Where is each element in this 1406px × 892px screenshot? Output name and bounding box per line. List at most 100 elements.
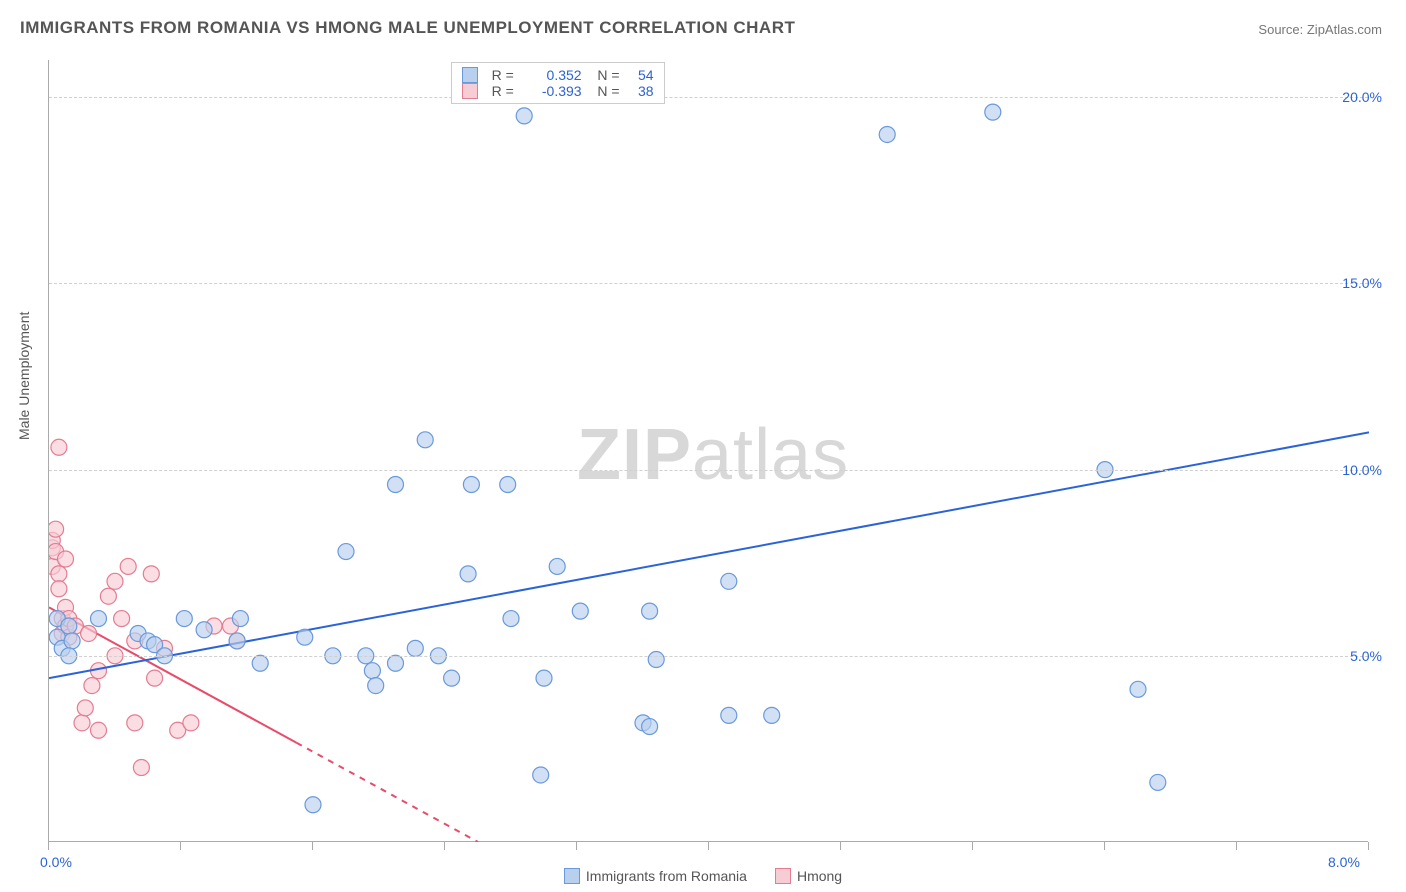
n-label: N = [590,83,620,99]
data-point[interactable] [100,588,116,604]
data-point[interactable] [721,707,737,723]
data-point[interactable] [114,611,130,627]
data-point[interactable] [49,629,65,645]
data-point[interactable] [64,633,80,649]
data-point[interactable] [74,715,90,731]
data-point[interactable] [127,715,143,731]
data-point[interactable] [463,477,479,493]
data-point[interactable] [252,655,268,671]
data-point[interactable] [176,611,192,627]
data-point[interactable] [305,797,321,813]
data-point[interactable] [133,760,149,776]
legend-swatch [462,83,478,99]
data-point[interactable] [157,640,173,656]
data-point[interactable] [61,618,77,634]
data-point[interactable] [229,633,245,649]
data-point[interactable] [572,603,588,619]
data-point[interactable] [49,540,60,556]
x-tick [444,842,445,850]
legend-label: Hmong [797,868,842,884]
data-point[interactable] [51,581,67,597]
data-point[interactable] [549,558,565,574]
data-point[interactable] [721,573,737,589]
data-point[interactable] [130,625,146,641]
legend-label: Immigrants from Romania [586,868,747,884]
data-point[interactable] [503,611,519,627]
data-point[interactable] [417,432,433,448]
data-point[interactable] [444,670,460,686]
data-point[interactable] [229,633,245,649]
data-point[interactable] [84,678,100,694]
data-point[interactable] [77,700,93,716]
data-point[interactable] [232,611,248,627]
data-point[interactable] [1130,681,1146,697]
data-point[interactable] [49,521,64,537]
trend-line [49,607,297,742]
data-point[interactable] [1150,774,1166,790]
data-point[interactable] [879,126,895,142]
data-point[interactable] [61,629,77,645]
y-axis-label: Male Unemployment [16,312,32,440]
data-point[interactable] [147,637,163,653]
scatter-plot: ZIPatlas [48,60,1368,842]
gridline [49,97,1368,98]
data-point[interactable] [54,640,70,656]
data-point[interactable] [91,611,107,627]
data-point[interactable] [500,477,516,493]
data-point[interactable] [536,670,552,686]
data-point[interactable] [206,618,222,634]
data-point[interactable] [368,678,384,694]
gridline [49,283,1368,284]
data-point[interactable] [127,633,143,649]
data-point[interactable] [51,566,67,582]
data-point[interactable] [51,439,67,455]
data-point[interactable] [91,663,107,679]
data-point[interactable] [147,670,163,686]
data-point[interactable] [460,566,476,582]
trend-line-dashed [297,743,479,842]
source-link[interactable]: ZipAtlas.com [1307,22,1382,37]
data-point[interactable] [58,551,74,567]
x-tick [312,842,313,850]
data-point[interactable] [54,625,70,641]
data-point[interactable] [985,104,1001,120]
data-point[interactable] [388,655,404,671]
data-point[interactable] [67,618,83,634]
x-axis-start-label: 0.0% [40,854,72,870]
data-point[interactable] [516,108,532,124]
data-point[interactable] [143,566,159,582]
data-point[interactable] [49,532,60,548]
data-point[interactable] [642,719,658,735]
data-point[interactable] [120,558,136,574]
data-point[interactable] [297,629,313,645]
data-point[interactable] [49,558,60,574]
data-point[interactable] [49,611,65,627]
data-point[interactable] [107,573,123,589]
data-point[interactable] [196,622,212,638]
gridline [49,470,1368,471]
data-point[interactable] [58,618,74,634]
data-point[interactable] [58,599,74,615]
data-point[interactable] [170,722,186,738]
data-point[interactable] [642,603,658,619]
data-point[interactable] [49,544,64,560]
data-point[interactable] [364,663,380,679]
data-point[interactable] [140,633,156,649]
n-value: 54 [628,67,654,83]
data-point[interactable] [81,625,97,641]
data-point[interactable] [388,477,404,493]
data-point[interactable] [183,715,199,731]
data-point[interactable] [338,544,354,560]
data-point[interactable] [407,640,423,656]
data-point[interactable] [54,611,70,627]
x-tick [1104,842,1105,850]
data-point[interactable] [764,707,780,723]
data-point[interactable] [223,618,239,634]
data-point[interactable] [91,722,107,738]
data-point[interactable] [61,611,77,627]
data-point[interactable] [635,715,651,731]
r-value: -0.393 [524,83,582,99]
data-point[interactable] [533,767,549,783]
data-point[interactable] [648,652,664,668]
y-tick-label: 20.0% [1342,89,1382,105]
